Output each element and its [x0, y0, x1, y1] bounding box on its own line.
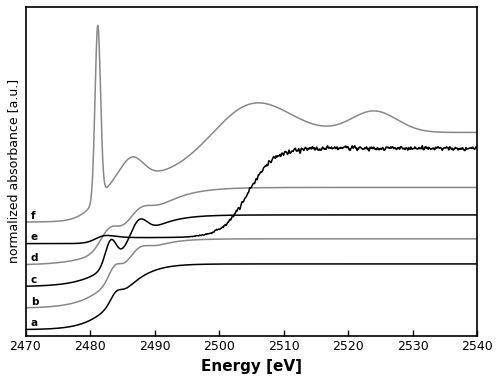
X-axis label: Energy [eV]: Energy [eV]: [201, 359, 302, 374]
Text: b: b: [30, 296, 38, 307]
Text: f: f: [30, 211, 36, 221]
Text: e: e: [30, 232, 38, 242]
Y-axis label: normalized absorbance [a.u.]: normalized absorbance [a.u.]: [7, 79, 20, 263]
Text: d: d: [30, 253, 38, 263]
Text: c: c: [30, 275, 37, 285]
Text: a: a: [30, 318, 38, 328]
